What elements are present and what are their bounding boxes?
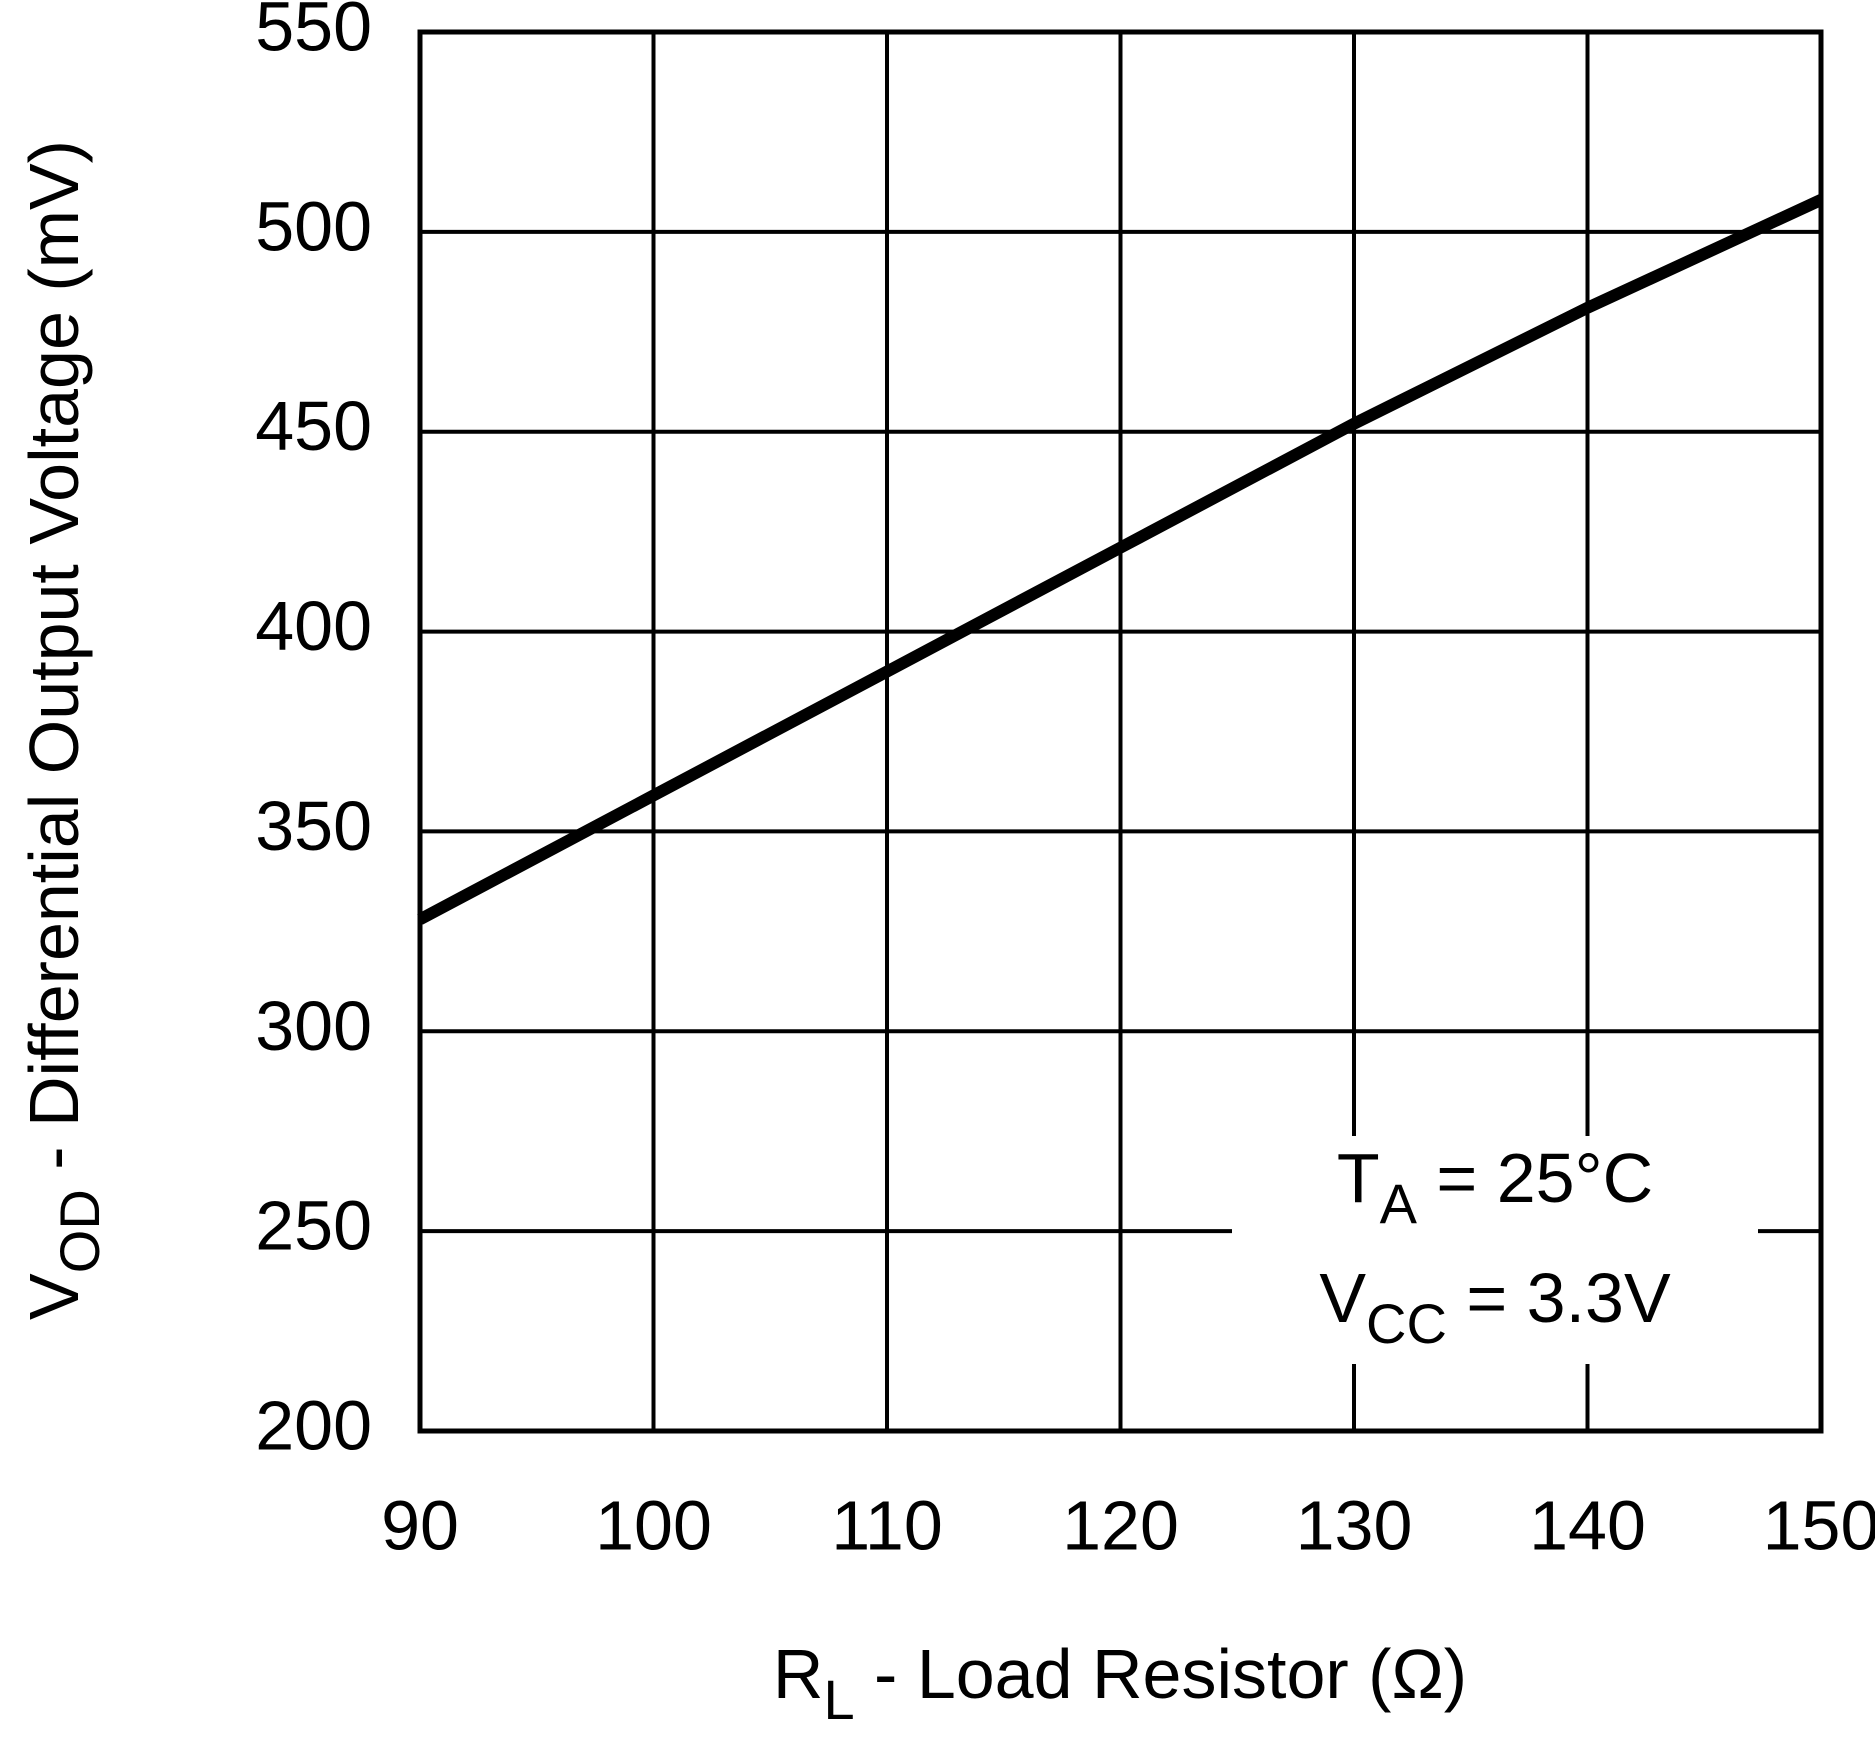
plot-frame xyxy=(417,29,1824,1434)
y-label-symbol: V xyxy=(15,1273,93,1320)
y-tick-label: 450 xyxy=(255,387,372,465)
annotation-sub: A xyxy=(1380,1172,1418,1235)
annotation-symbol: V xyxy=(1319,1259,1366,1337)
annotation-symbol: T xyxy=(1337,1139,1380,1217)
x-tick-label: 120 xyxy=(1062,1486,1179,1564)
x-tick-label: 90 xyxy=(381,1486,459,1564)
data-line xyxy=(417,194,1824,925)
annotation-text: = 3.3V xyxy=(1447,1259,1671,1337)
y-label-text: - Differential Output Voltage (mV) xyxy=(15,140,93,1189)
y-tick-label: 250 xyxy=(255,1187,372,1265)
y-axis-label: VOD - Differential Output Voltage (mV) xyxy=(15,140,110,1320)
x-tick-label: 140 xyxy=(1529,1486,1646,1564)
x-tick-label: 100 xyxy=(595,1486,712,1564)
x-label-text: - Load Resistor (Ω) xyxy=(855,1635,1468,1713)
x-tick-label: 150 xyxy=(1763,1486,1875,1564)
annotation-box xyxy=(1232,1136,1758,1364)
y-tick-label: 350 xyxy=(255,787,372,865)
x-label-symbol: R xyxy=(773,1635,824,1713)
annotation: TA = 25°C xyxy=(1337,1139,1653,1234)
y-label-sub: OD xyxy=(48,1189,111,1273)
x-tick-label: 130 xyxy=(1296,1486,1413,1564)
y-tick-label: 500 xyxy=(255,187,372,265)
annotation-text: = 25°C xyxy=(1417,1139,1653,1217)
y-tick-label: 300 xyxy=(255,987,372,1065)
y-tick-label: 550 xyxy=(255,0,372,65)
y-tick-label: 400 xyxy=(255,587,372,665)
y-tick-label: 200 xyxy=(255,1386,372,1464)
x-tick-label: 110 xyxy=(831,1486,943,1564)
annotation-sub: CC xyxy=(1366,1292,1447,1355)
annotation: VCC = 3.3V xyxy=(1319,1259,1671,1354)
x-label-sub: L xyxy=(823,1668,854,1731)
x-axis-label: RL - Load Resistor (Ω) xyxy=(773,1635,1467,1730)
